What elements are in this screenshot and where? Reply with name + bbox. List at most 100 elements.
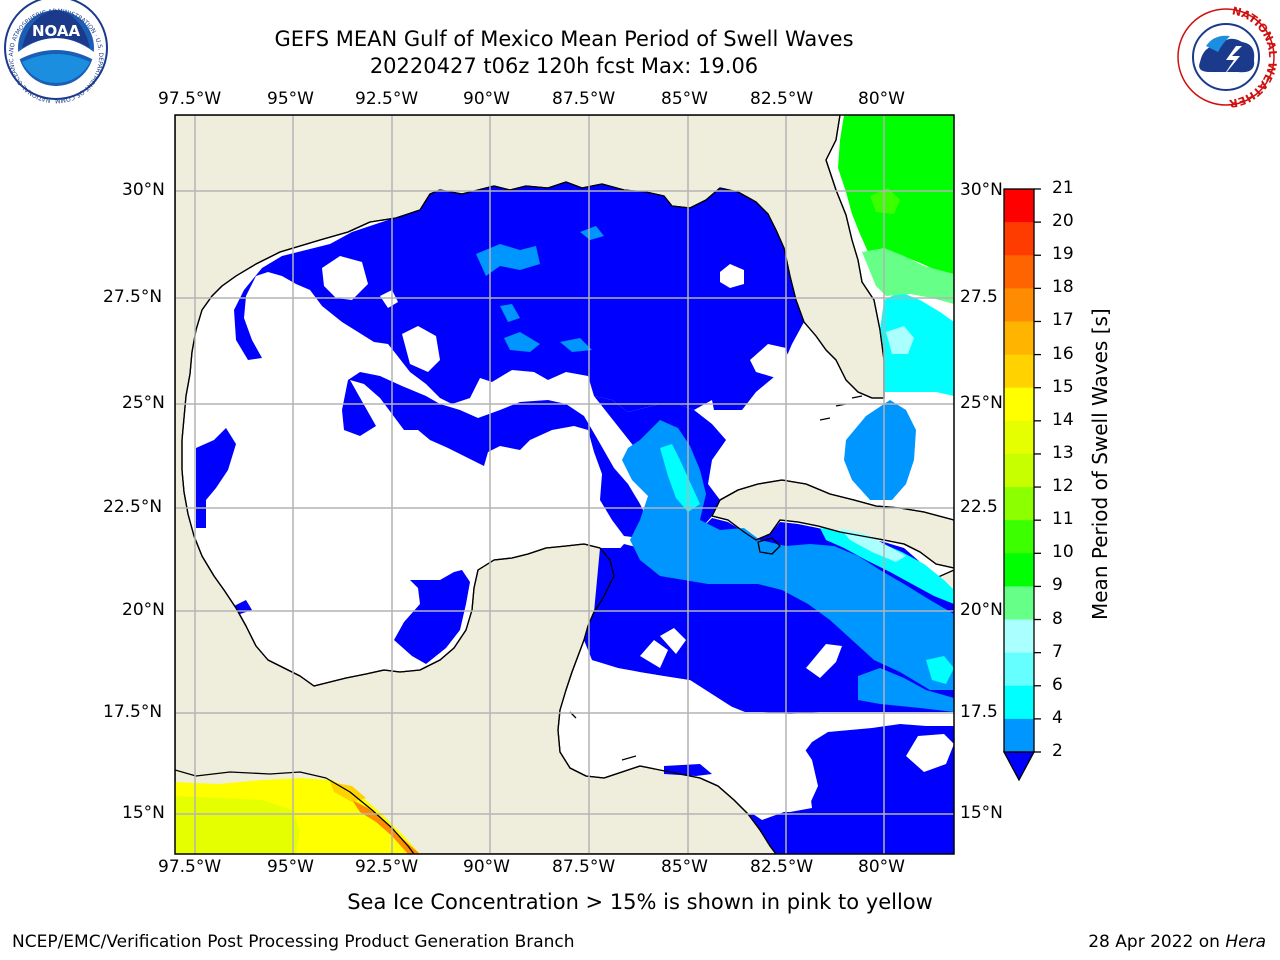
field-midblue-north-4: [560, 338, 592, 352]
field-hole-3: [720, 264, 744, 288]
colorbar-tick-label: 21: [1052, 178, 1074, 198]
lat-label-right-15n: 15°N: [960, 803, 1003, 823]
field-hole-caribbean-3: [806, 644, 842, 678]
colorbar-swatch: [1004, 387, 1034, 422]
field-hole-2: [380, 290, 398, 308]
field-hole-caribbean-2: [660, 628, 686, 654]
colorbar-swatch: [1004, 354, 1034, 389]
field-hole-caribbean-1: [640, 640, 668, 668]
noaa-logo-text: NOAA: [32, 22, 81, 40]
lon-label-bottom-82-5w: 82.5°W: [750, 857, 814, 877]
gridlines: [175, 115, 954, 854]
colorbar-swatch: [1004, 420, 1034, 455]
colorbar-tick-label: 7: [1052, 641, 1063, 662]
lat-label-right-17-5n: 17.5: [960, 702, 998, 722]
colorbar-tick-label: 17: [1052, 310, 1074, 331]
colorbar-swatch: [1004, 288, 1034, 322]
map-area: [175, 115, 954, 854]
field-green-spot: [870, 188, 900, 214]
field-cyan-florida-straits: [880, 292, 954, 396]
lon-label-top-87-5w: 87.5°W: [552, 89, 616, 109]
field-cyan-east-small: [926, 656, 954, 684]
lon-label-top-95w: 95°W: [267, 89, 314, 109]
colorbar-tick-label: 9: [1052, 575, 1063, 596]
footer-host: Hera: [1225, 932, 1266, 952]
lon-label-top-97-5w: 97.5°W: [158, 89, 222, 109]
colorbar-tick-label: 12: [1052, 476, 1074, 497]
colorbar-tick-label: 2: [1052, 741, 1063, 761]
field-cyan-yucatan-1: [660, 444, 700, 512]
field-blue-bay-campeche: [394, 570, 470, 664]
colorbar-label: Mean Period of Swell Waves [s]: [1088, 308, 1112, 620]
colorbar-swatch: [1004, 255, 1034, 289]
field-green-light-atlantic: [862, 248, 954, 304]
field-midblue-north-2: [580, 226, 604, 240]
field-midblue-north-1: [476, 244, 540, 276]
colorbar-extend-arrow: [1002, 751, 1036, 782]
field-hole-1: [322, 256, 368, 300]
lon-label-bottom-92-5w: 92.5°W: [355, 857, 419, 877]
field-green-atlantic: [838, 115, 954, 274]
lat-label-right-22-5n: 22.5: [960, 497, 998, 517]
lat-label-left-25n: 25°N: [122, 393, 165, 413]
lon-label-top-92-5w: 92.5°W: [355, 89, 419, 109]
field-midblue-carib-2: [858, 668, 954, 712]
lat-label-right-27-5n: 27.5: [960, 287, 998, 307]
lat-label-right-30n: 30°N: [960, 180, 1003, 200]
field-midblue-east-1: [844, 400, 916, 500]
chart-subtitle: 20220427 t06z 120h fcst Max: 19.06: [369, 54, 759, 78]
colorbar-swatch: [1004, 685, 1034, 720]
lat-label-left-22-5n: 22.5°N: [103, 497, 163, 517]
lat-label-right-20n: 20°N: [960, 600, 1003, 620]
field-hole-caribbean-5: [590, 690, 818, 820]
field-palecyan-florida: [886, 326, 914, 354]
lon-label-bottom-87-5w: 87.5°W: [552, 857, 616, 877]
colorbar-swatch: [1004, 453, 1034, 488]
colorbar-swatch: [1004, 718, 1034, 753]
colorbar-tick-label: 10: [1052, 542, 1074, 563]
colorbar-tick-label: 16: [1052, 343, 1074, 364]
colorbar-swatch: [1004, 619, 1034, 654]
colorbar-tick-label: 19: [1052, 244, 1074, 265]
lat-label-right-25n: 25°N: [960, 393, 1003, 413]
lat-label-left-27-5n: 27.5°N: [103, 287, 163, 307]
colorbar-swatch: [1004, 586, 1034, 621]
field-midblue-north-3: [504, 332, 540, 352]
colorbar-tick-label: 20: [1052, 211, 1074, 232]
colorbar-tick-label: 4: [1052, 707, 1063, 728]
field-palecyan-carib: [840, 528, 906, 562]
footer-producer: NCEP/EMC/Verification Post Processing Pr…: [12, 932, 575, 952]
lat-label-left-20n: 20°N: [122, 600, 165, 620]
colorbar: [1002, 188, 1041, 782]
field-blue-central-west: [342, 372, 650, 538]
field-midblue-yucatan-plume: [622, 420, 954, 690]
field-blue-west-strip: [196, 428, 236, 528]
colorbar-swatch: [1004, 553, 1034, 587]
lat-label-left-17-5n: 17.5°N: [103, 702, 163, 722]
lon-label-bottom-80w: 80°W: [858, 857, 905, 877]
footer-date-host: 28 Apr 2022 on Hera: [1088, 932, 1266, 952]
lon-label-top-80w: 80°W: [858, 89, 905, 109]
colorbar-swatch: [1004, 652, 1034, 687]
map-frame: [174, 114, 955, 855]
colorbar-swatch: [1004, 520, 1034, 554]
colorbar-swatch: [1004, 487, 1034, 521]
lon-label-bottom-90w: 90°W: [463, 857, 510, 877]
field-hole-4: [750, 344, 790, 378]
lon-label-top-90w: 90°W: [463, 89, 510, 109]
colorbar-swatch: [1004, 222, 1034, 256]
field-blue-north-gulf: [234, 182, 804, 412]
colorbar-frame: [1003, 188, 1035, 753]
colorbar-tick-label: 15: [1052, 376, 1074, 397]
lon-label-bottom-85w: 85°W: [661, 857, 708, 877]
colorbar-tick-label: 6: [1052, 674, 1063, 695]
field-midblue-north-5: [500, 304, 520, 322]
lon-label-bottom-95w: 95°W: [267, 857, 314, 877]
colorbar-tick-label: 13: [1052, 442, 1074, 463]
lon-label-top-85w: 85°W: [661, 89, 708, 109]
lon-label-bottom-97-5w: 97.5°W: [158, 857, 222, 877]
sea-ice-caption: Sea Ice Concentration > 15% is shown in …: [347, 890, 933, 914]
colorbar-tick-label: 11: [1052, 509, 1074, 530]
field-cyan-carib-band: [820, 528, 954, 604]
